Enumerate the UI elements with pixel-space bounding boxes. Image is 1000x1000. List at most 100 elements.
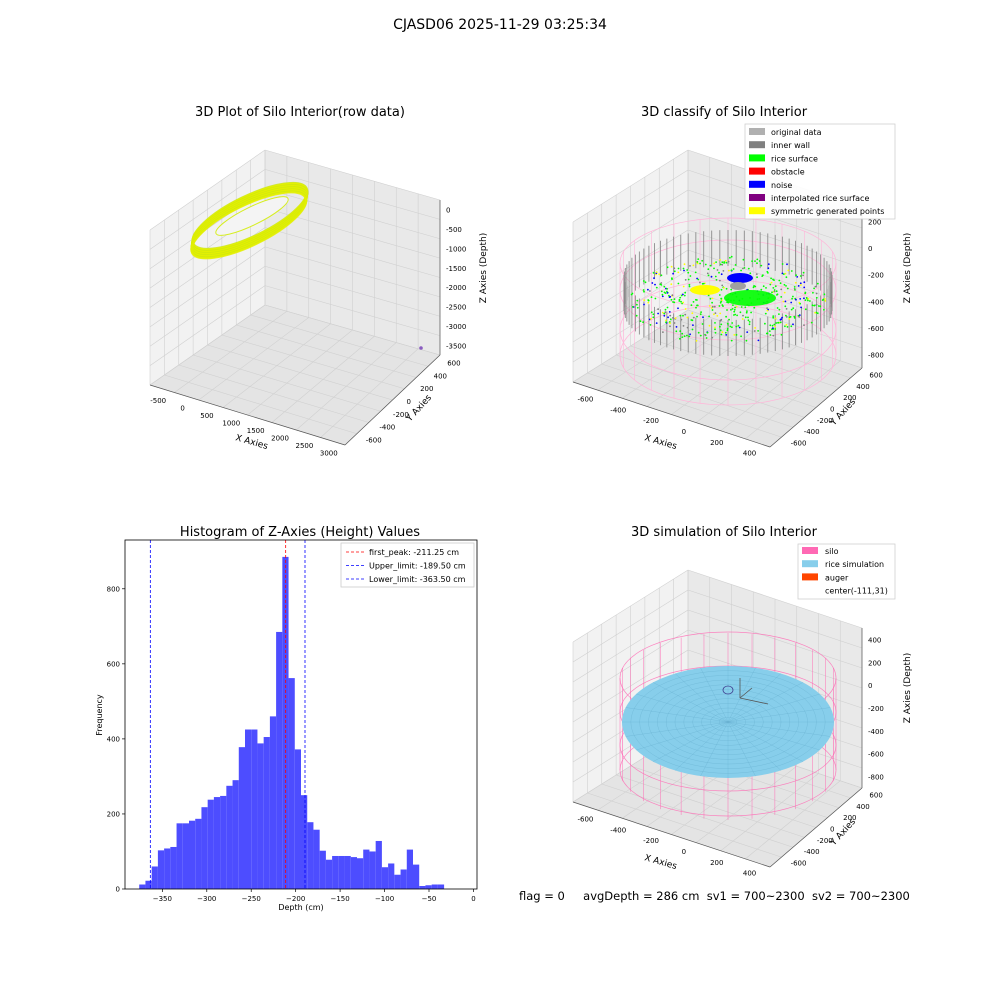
surface-point [688, 283, 691, 286]
simulation-surface [619, 631, 837, 820]
grid-line [745, 780, 841, 860]
histogram-bar [344, 855, 351, 889]
x-axis-line [149, 384, 346, 446]
panel-simulation-3d: 3D simulation of Silo Interior -600 -400 -… [572, 525, 913, 878]
surface-mesh [625, 721, 729, 737]
legend-swatch [802, 547, 818, 554]
surface-point [797, 285, 800, 287]
surface-point [713, 267, 715, 270]
x-tick-label: 0 [471, 895, 475, 903]
surface-point [720, 333, 723, 336]
z-axis-label: Z Axies (Depth) [903, 653, 913, 724]
surface-point [809, 300, 811, 302]
surface-point [807, 299, 809, 302]
surface-point [730, 339, 733, 342]
x-tick-label: −150 [330, 895, 349, 903]
surface-point [688, 285, 691, 288]
x-tick-label: −350 [153, 895, 172, 903]
axes-3d-box [149, 149, 441, 446]
surface-point [674, 317, 677, 320]
y-tick-label: -600 [366, 437, 382, 445]
surface-point [669, 322, 671, 325]
legend-label: center(-111,31) [825, 587, 888, 596]
surface-point [684, 291, 687, 294]
surface-point [699, 334, 702, 337]
surface-point [710, 307, 713, 309]
surface-point [758, 260, 761, 262]
surface-point [665, 321, 667, 324]
grid-line [250, 314, 429, 367]
surface-point [647, 299, 650, 301]
legend-label: rice surface [771, 154, 818, 163]
surface-point [643, 290, 645, 293]
surface-point [814, 285, 817, 288]
surface-point [670, 283, 673, 286]
legend-label: noise [771, 181, 792, 190]
surface-point [785, 316, 788, 318]
surface-point [709, 264, 712, 267]
surface-point [745, 339, 748, 342]
histogram-bar [313, 829, 320, 889]
surface-point [740, 306, 743, 308]
surface-point [781, 272, 784, 275]
surface-point [795, 298, 797, 301]
surface-point [702, 282, 705, 285]
surface-point [668, 296, 671, 298]
x-tick-label: −250 [242, 895, 261, 903]
surface-point [779, 318, 782, 321]
surface-point [768, 330, 771, 332]
y-tick-label: 400 [107, 735, 120, 743]
surface-point [769, 283, 772, 286]
surface-point [680, 300, 682, 303]
histogram-bar [201, 807, 208, 889]
surface-point [679, 296, 682, 299]
surface-point [635, 314, 638, 317]
surface-point [679, 330, 682, 332]
grid-line [207, 344, 393, 401]
z-tick-label: -800 [868, 352, 884, 360]
surface-point [823, 308, 825, 311]
surface-point [731, 326, 733, 329]
y-tick-label: 0 [830, 826, 834, 834]
surface-point [810, 321, 813, 324]
surface-point [719, 325, 721, 328]
surface-point [719, 279, 721, 282]
y-tick-label: 600 [869, 372, 882, 380]
surface-point [631, 306, 634, 308]
surface-point [668, 294, 670, 297]
surface-point [684, 313, 687, 316]
surface-point [811, 304, 814, 307]
surface-point [720, 297, 723, 300]
grid-line [264, 149, 441, 201]
surface-point [747, 316, 749, 319]
surface-point [735, 334, 738, 336]
surface-point [692, 301, 695, 303]
surface-point [766, 332, 769, 335]
surface-point [790, 270, 793, 272]
legend-swatch [749, 207, 765, 215]
y-tick-label: 200 [843, 814, 856, 822]
surface-point [744, 316, 747, 319]
surface-point [672, 272, 674, 275]
surface-point [725, 261, 728, 264]
histogram-bar [195, 818, 202, 889]
grid-line [236, 324, 417, 378]
histogram-bar [170, 846, 177, 889]
surface-point [649, 324, 652, 326]
surface-point [678, 300, 681, 302]
tick-labels: -600-400-2000200400-600-400-200020040060… [577, 636, 883, 877]
grid-line [572, 569, 689, 643]
surface-point [691, 319, 694, 322]
surface-point [732, 268, 735, 270]
x-tick-label: 3000 [320, 449, 338, 457]
surface-point [786, 287, 789, 290]
surface-point [733, 310, 736, 313]
surface-point [716, 269, 719, 271]
surface-point [722, 270, 725, 272]
surface-point [711, 297, 714, 300]
surface-point [714, 331, 717, 334]
surface-point [769, 334, 772, 336]
z-tick-label: -3500 [446, 342, 466, 350]
surface-point [642, 321, 644, 324]
surface-point [756, 258, 759, 261]
